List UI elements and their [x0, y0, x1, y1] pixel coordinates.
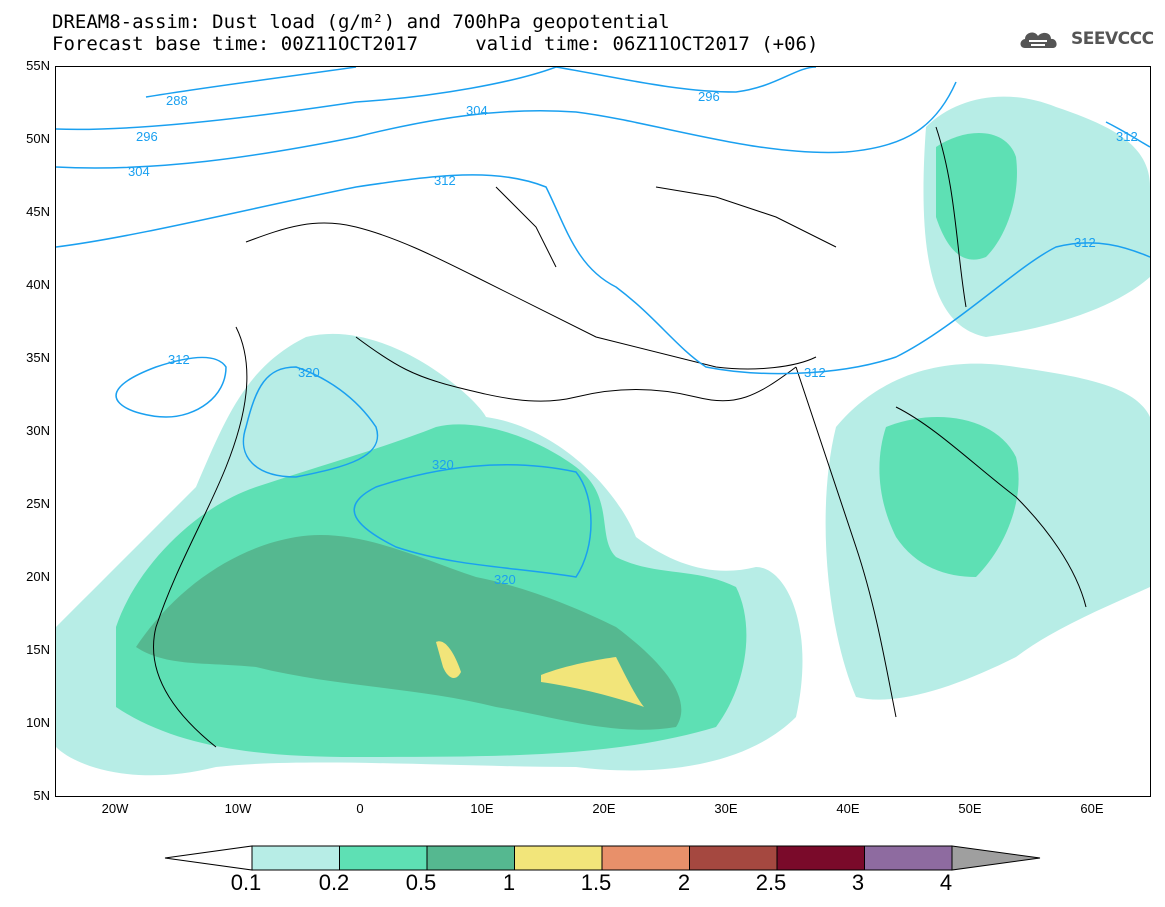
colorbar-box — [864, 845, 953, 871]
lon-tick-label: 60E — [1080, 801, 1104, 816]
cloud-logo-icon — [1020, 32, 1057, 48]
seevccc-logo: SEEVCCC — [1017, 26, 1154, 52]
lon-tick-label: 10E — [470, 801, 494, 816]
lon-tick-label: 50E — [958, 801, 982, 816]
colorbar-label: 1 — [502, 870, 516, 895]
contour-labels: 288 296 304 296 304 312 312 312 312 320 … — [128, 89, 1138, 587]
colorbar-label: 2.5 — [755, 870, 787, 895]
colorbar-label: 1.5 — [580, 870, 612, 895]
geopotential-contours — [55, 66, 1151, 578]
map-frame: 288 296 304 296 304 312 312 312 312 320 … — [55, 66, 1151, 797]
contour-label: 296 — [136, 129, 158, 144]
colorbar-label: 4 — [939, 870, 953, 895]
forecast-time-subtitle: Forecast base time: 00Z11OCT2017 valid t… — [52, 33, 819, 55]
lon-tick-label: 30E — [714, 801, 738, 816]
contour-label: 304 — [466, 103, 488, 118]
dust-map-canvas: 288 296 304 296 304 312 312 312 312 320 … — [55, 66, 1151, 776]
lon-tick-label: 10W — [224, 801, 252, 816]
contour-label: 288 — [166, 93, 188, 108]
colorbar-low-arrow — [164, 845, 253, 871]
contour-label: 320 — [494, 572, 516, 587]
contour-label: 312 — [1074, 235, 1096, 250]
colorbar-box — [689, 845, 778, 871]
colorbar-label: 0.5 — [405, 870, 437, 895]
colorbar-label: 3 — [851, 870, 865, 895]
colorbar-box — [514, 845, 603, 871]
contour-label: 320 — [432, 457, 454, 472]
colorbar-label: 2 — [677, 870, 691, 895]
lon-tick-label: 20W — [101, 801, 129, 816]
dust-shading — [56, 96, 1150, 776]
lat-tick-label: 10N — [26, 715, 50, 730]
contour-label: 304 — [128, 164, 150, 179]
lat-tick-label: 15N — [26, 642, 50, 657]
lat-tick-label: 50N — [26, 131, 50, 146]
colorbar-high-arrow — [951, 845, 1041, 871]
colorbar-box — [601, 845, 690, 871]
lon-tick-label: 0 — [356, 801, 364, 816]
contour-label: 296 — [698, 89, 720, 104]
contour-label: 312 — [434, 173, 456, 188]
lat-tick-label: 5N — [33, 788, 50, 803]
contour-label: 312 — [1116, 129, 1138, 144]
lat-tick-label: 25N — [26, 496, 50, 511]
logo-text: SEEVCCC — [1071, 29, 1154, 49]
lon-tick-label: 20E — [592, 801, 616, 816]
colorbar-box — [339, 845, 428, 871]
lat-tick-label: 45N — [26, 204, 50, 219]
contour-label: 312 — [168, 352, 190, 367]
lon-tick-label: 40E — [836, 801, 860, 816]
map-title: DREAM8-assim: Dust load (g/m²) and 700hP… — [52, 11, 670, 33]
colorbar-label: 0.2 — [318, 870, 350, 895]
lat-tick-label: 40N — [26, 277, 50, 292]
colorbar-box — [776, 845, 865, 871]
lat-tick-label: 35N — [26, 350, 50, 365]
lat-tick-label: 30N — [26, 423, 50, 438]
colorbar-box — [426, 845, 515, 871]
contour-label: 312 — [804, 365, 826, 380]
lat-tick-label: 55N — [26, 58, 50, 73]
colorbar-label: 0.1 — [230, 870, 262, 895]
coastlines — [153, 126, 1087, 748]
lat-tick-label: 20N — [26, 569, 50, 584]
colorbar-box — [251, 845, 340, 871]
colorbar-boxes — [251, 845, 953, 871]
contour-label: 320 — [298, 365, 320, 380]
